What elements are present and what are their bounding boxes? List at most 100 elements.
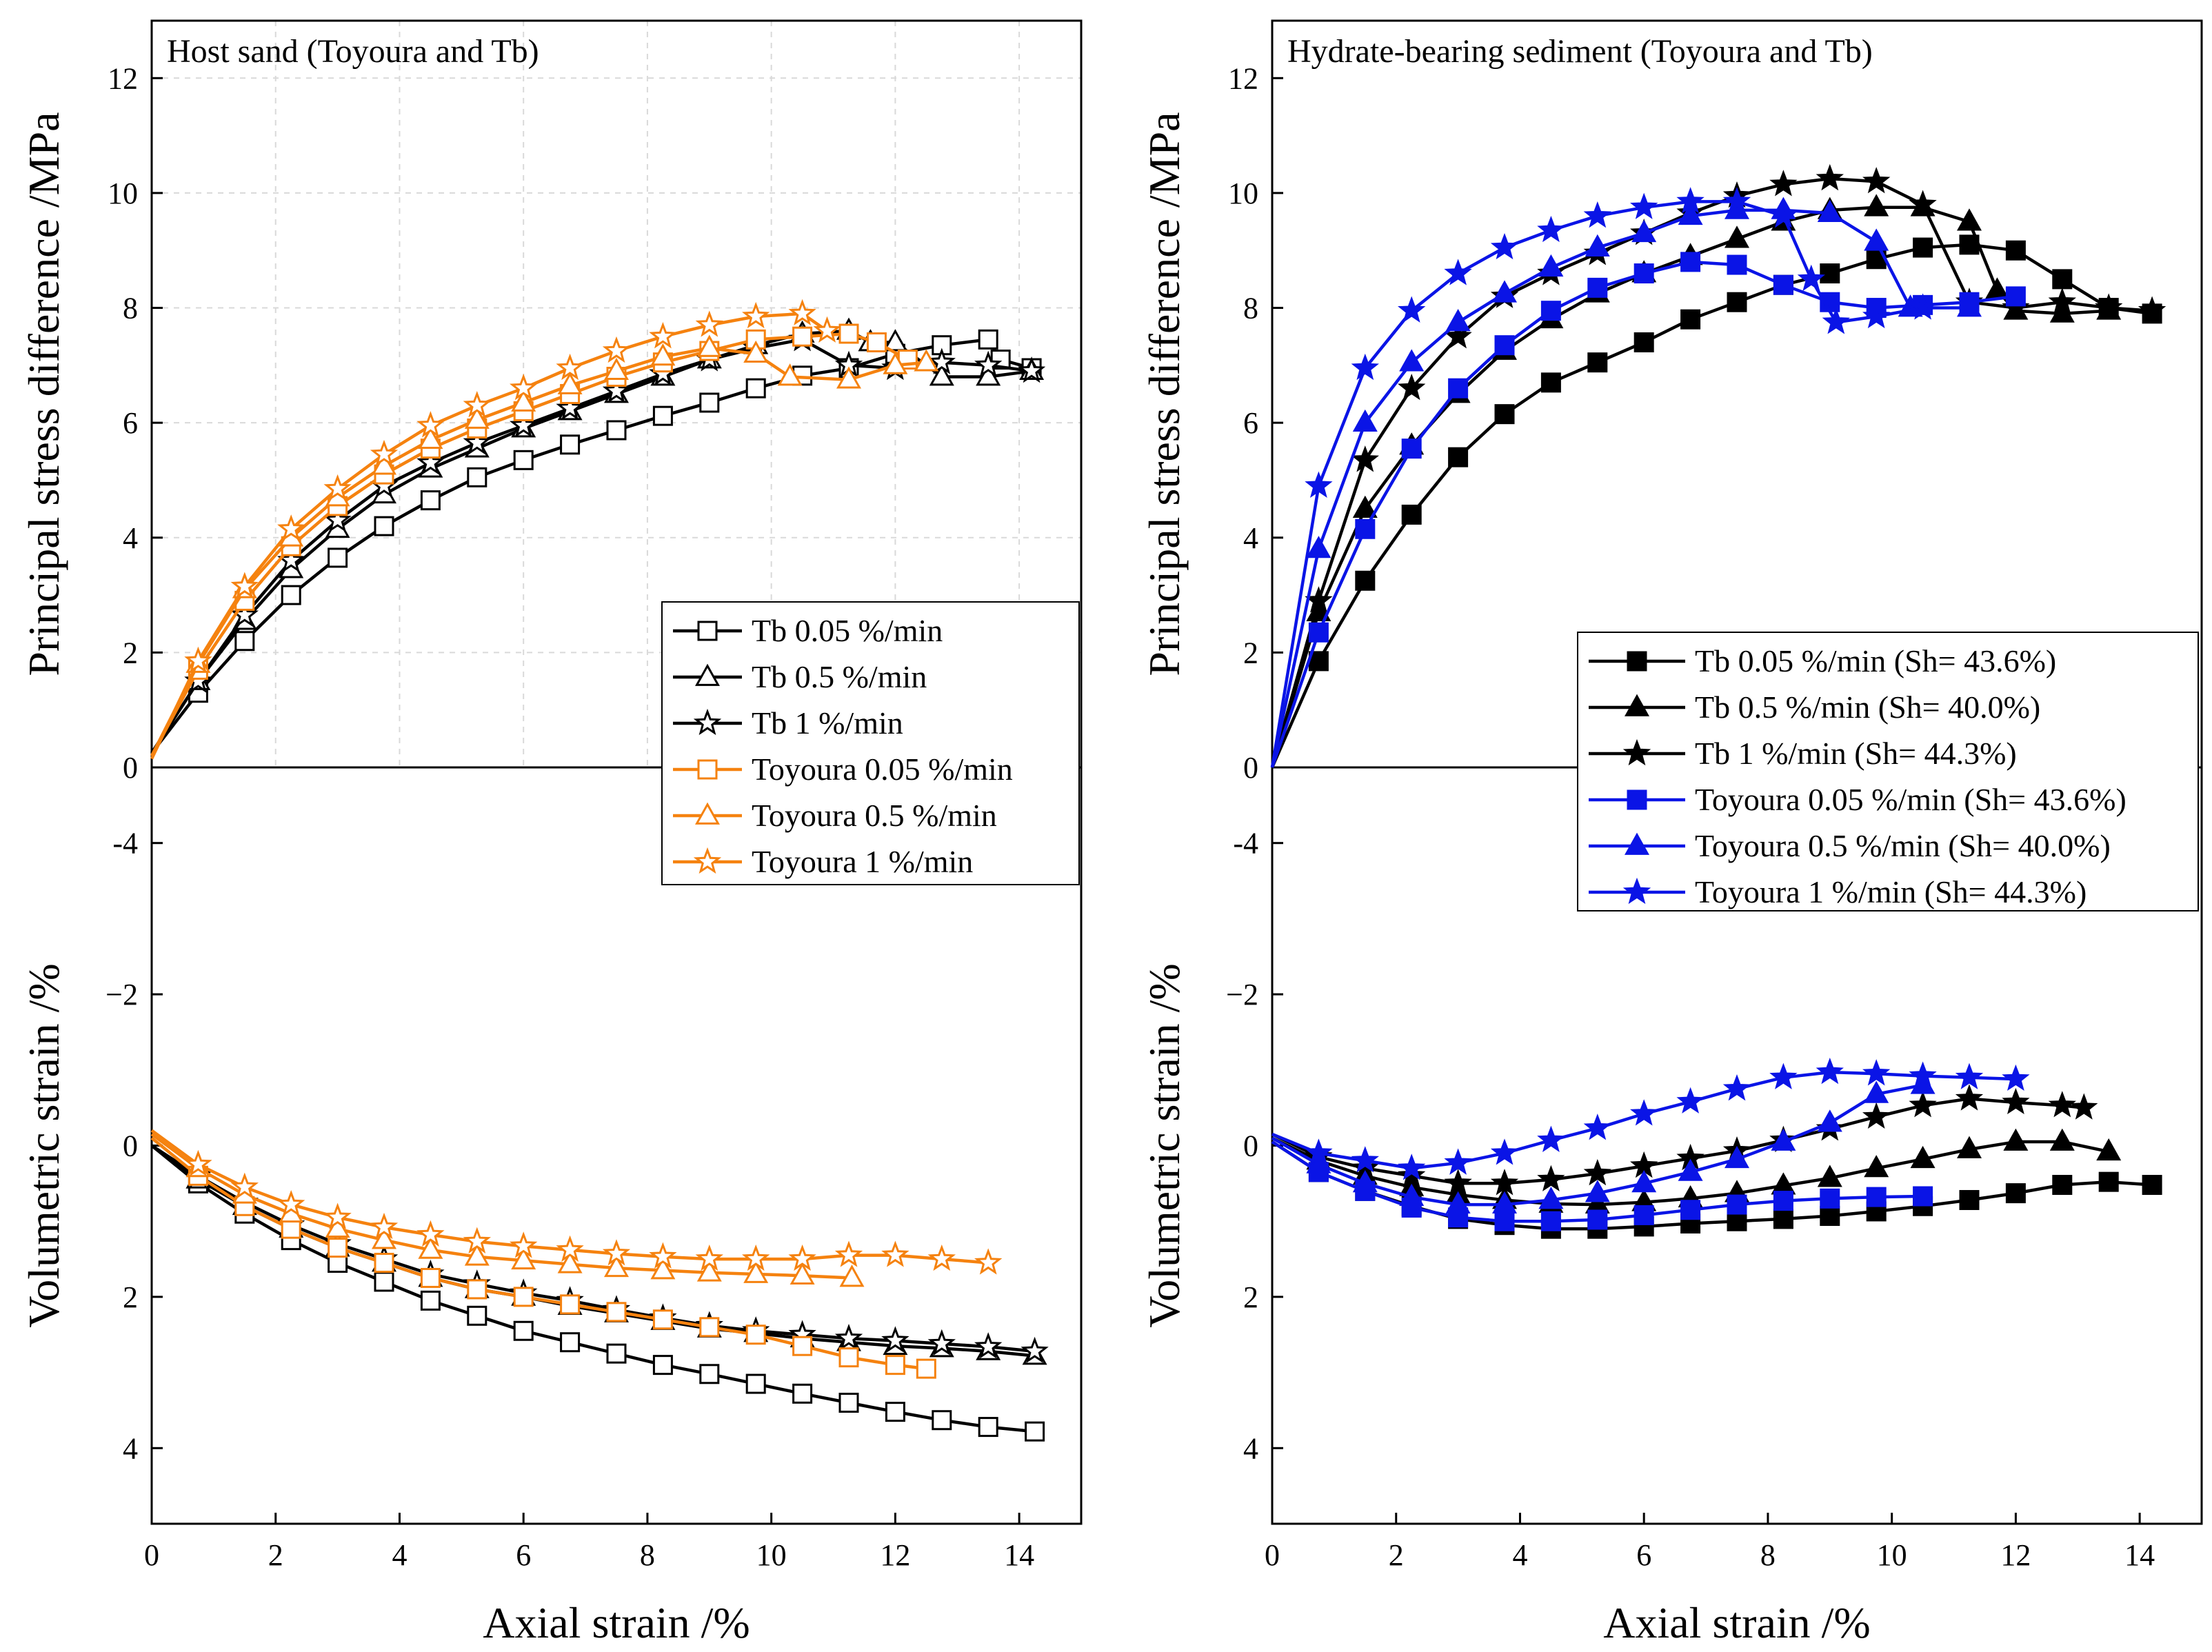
y-tick-label-top: 0 — [1243, 751, 1258, 785]
volumetric-point-triangle — [2049, 1128, 2075, 1151]
volumetric-point-star — [2048, 1091, 2076, 1118]
volumetric-point-star — [1676, 1087, 1705, 1114]
legend-marker-square — [697, 621, 718, 641]
legend-marker-square — [1627, 789, 1647, 810]
stress-point-star — [695, 310, 723, 337]
x-tick-label: 12 — [880, 1538, 910, 1572]
legend-label: Toyoura 0.05 %/min (Sh= 43.6%) — [1695, 782, 2126, 817]
y-tick-label-top: 4 — [123, 521, 138, 555]
volumetric-point-star — [1490, 1169, 1519, 1196]
volumetric-point-square — [560, 1294, 581, 1315]
x-tick-label: 2 — [1389, 1538, 1404, 1572]
volumetric-point-square — [652, 1309, 673, 1330]
volumetric-point-triangle — [1864, 1155, 1889, 1178]
stress-point-triangle — [1631, 219, 1657, 243]
volumetric-point-star — [834, 1324, 863, 1351]
x-tick-label: 10 — [756, 1538, 787, 1572]
volumetric-point-star — [1630, 1099, 1658, 1126]
stress-point-star — [1017, 356, 1046, 383]
stress-point-star — [1305, 586, 1333, 613]
volumetric-point-star — [927, 1329, 956, 1356]
legend-label: Toyoura 0.05 %/min — [752, 752, 1013, 787]
stress-point-triangle — [883, 329, 908, 352]
stress-point-star — [463, 391, 491, 418]
stress-point-square — [1355, 570, 1376, 591]
volumetric-point-star — [230, 1172, 259, 1199]
stress-point-star — [370, 439, 399, 467]
stress-point-star — [416, 411, 445, 438]
stress-point-triangle — [883, 352, 908, 374]
volumetric-point-star — [1583, 1114, 1611, 1140]
volumetric-point-star — [1398, 1154, 1426, 1180]
volumetric-point-star — [974, 1332, 1003, 1359]
volumetric-point-triangle — [1352, 1170, 1378, 1193]
stress-point-square — [1773, 274, 1793, 295]
volumetric-point-triangle — [1817, 1165, 1842, 1187]
stress-line — [150, 312, 828, 760]
series-toyoura-1-min — [150, 299, 1003, 1275]
volumetric-point-star — [2002, 1064, 2030, 1091]
volumetric-point-square — [1633, 1205, 1654, 1225]
stress-point-triangle — [1352, 409, 1378, 432]
volumetric-point-square — [1025, 1421, 1045, 1442]
stress-point-star — [1537, 215, 1565, 243]
series-toyoura-1-min-sh-44-3- — [1270, 187, 2030, 1180]
volumetric-point-square — [1727, 1211, 1747, 1231]
volumetric-point-star — [1444, 1169, 1472, 1196]
volumetric-point-star — [2002, 1087, 2030, 1115]
volumetric-point-square — [1866, 1187, 1887, 1207]
volumetric-point-square — [1587, 1209, 1608, 1230]
stress-point-triangle — [777, 363, 803, 386]
y-tick-label-top: 6 — [1243, 406, 1258, 440]
legend-marker-triangle — [1625, 832, 1649, 855]
volumetric-point-triangle — [1631, 1170, 1657, 1193]
stress-line — [1270, 200, 1924, 768]
volumetric-point-square — [374, 1271, 394, 1292]
stress-point-star — [927, 347, 956, 374]
legend-marker-triangle — [1625, 694, 1649, 716]
legend-marker-star — [1622, 877, 1651, 905]
stress-point-star — [463, 428, 491, 455]
stress-point-star — [230, 572, 259, 598]
y-tick-label-top: 10 — [108, 177, 138, 210]
volumetric-point-star — [695, 1244, 723, 1271]
volumetric-point-square — [1773, 1191, 1793, 1211]
legend-label: Tb 1 %/min (Sh= 44.3%) — [1695, 736, 2017, 771]
stress-point-triangle — [650, 343, 676, 366]
panel-hydrate-bearing-sediment: 0 2 4 6 8 10 12 14 0 2 4 6 8 10 12 -4 −2 0 2 4 Axial strain … — [1140, 19, 2203, 1647]
legend-label: Tb 0.5 %/min (Sh= 40.0%) — [1695, 689, 2040, 725]
plot-frame — [150, 19, 1083, 1525]
stress-point-triangle — [929, 363, 954, 386]
stress-point-star — [1822, 308, 1850, 334]
legend-label: Toyoura 1 %/min — [752, 844, 973, 879]
volumetric-point-star — [1955, 1084, 1984, 1111]
volumetric-point-square — [1727, 1194, 1747, 1215]
volumetric-point-star — [1769, 1062, 1798, 1089]
stress-point-triangle — [557, 372, 583, 394]
volumetric-point-square — [1773, 1209, 1793, 1229]
y-tick-label-top: 4 — [1243, 521, 1258, 555]
volumetric-point-star — [1862, 1102, 1891, 1129]
volumetric-point-triangle — [650, 1257, 676, 1280]
stress-point-star — [1909, 293, 1937, 320]
stress-point-square — [1727, 254, 1747, 275]
legend-marker-star — [693, 708, 722, 736]
stress-point-square — [1448, 378, 1469, 399]
stress-point-square — [281, 585, 301, 605]
volumetric-point-star — [556, 1235, 584, 1262]
stress-point-square — [652, 405, 673, 426]
y-tick-label-top: 8 — [1243, 292, 1258, 325]
y-tick-label-bottom: −2 — [105, 978, 138, 1011]
volumetric-point-triangle — [790, 1262, 815, 1285]
volumetric-point-square — [2142, 1175, 2162, 1196]
stress-line — [1270, 208, 1969, 768]
panel-title: Host sand (Toyoura and Tb) — [167, 33, 539, 70]
stress-point-square — [745, 378, 766, 399]
volumetric-point-triangle — [2003, 1128, 2029, 1151]
stress-point-triangle — [696, 334, 722, 357]
stress-point-star — [1862, 301, 1891, 329]
stress-point-star — [1444, 259, 1472, 285]
stress-point-star — [974, 350, 1003, 377]
y-tick-label-bottom: 4 — [123, 1431, 138, 1465]
